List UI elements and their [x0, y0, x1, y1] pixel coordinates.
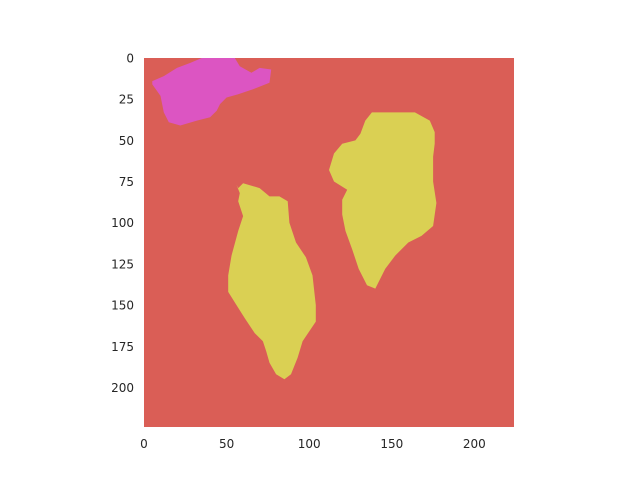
y-axis: 0 25 50 75 100 125 150 175 200 [111, 52, 134, 395]
y-tick-label: 75 [119, 175, 134, 189]
x-tick-label: 200 [463, 437, 486, 451]
image-area [144, 58, 514, 427]
yellow-region-right [329, 112, 437, 289]
background-region [144, 58, 514, 427]
x-tick-label: 50 [219, 437, 234, 451]
x-axis: 0 50 100 150 200 [140, 437, 486, 451]
x-tick-label: 150 [380, 437, 403, 451]
y-tick-label: 125 [111, 257, 134, 271]
y-tick-label: 0 [126, 52, 134, 66]
y-tick-label: 175 [111, 340, 134, 354]
x-tick-label: 0 [140, 437, 148, 451]
y-tick-label: 25 [119, 93, 134, 107]
x-tick-label: 100 [298, 437, 321, 451]
y-tick-label: 50 [119, 134, 134, 148]
y-tick-label: 150 [111, 299, 134, 313]
y-tick-label: 100 [111, 216, 134, 230]
yellow-region-left [228, 183, 316, 380]
y-tick-label: 200 [111, 381, 134, 395]
magenta-region [152, 58, 272, 126]
